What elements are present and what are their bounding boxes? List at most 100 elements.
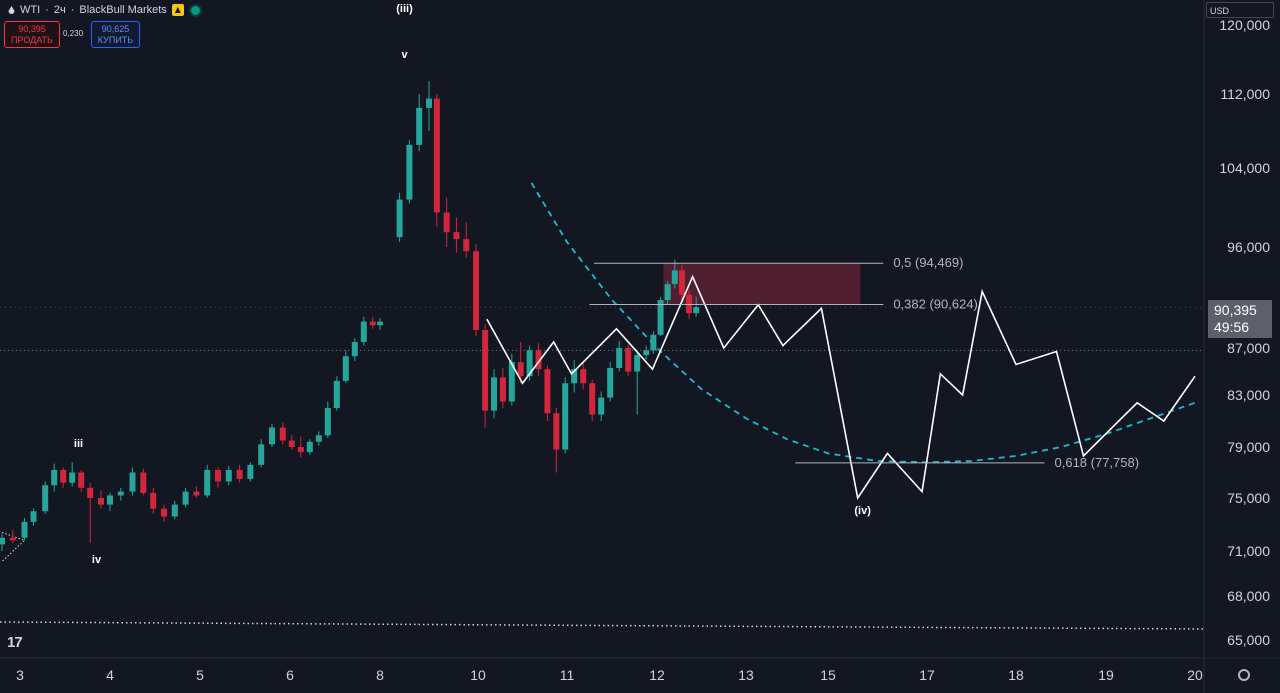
candle[interactable]: [342, 350, 349, 384]
candle[interactable]: [236, 464, 243, 483]
candle[interactable]: [182, 487, 189, 508]
currency-select[interactable]: USD: [1206, 2, 1274, 18]
candle-body: [426, 98, 432, 108]
candle[interactable]: [616, 340, 623, 372]
candle[interactable]: [258, 439, 265, 468]
candle[interactable]: [416, 94, 423, 152]
candle[interactable]: [553, 408, 560, 473]
candle[interactable]: [463, 222, 470, 258]
candle[interactable]: [657, 296, 664, 336]
candle-body: [215, 469, 221, 482]
candle[interactable]: [215, 467, 221, 488]
candle[interactable]: [433, 94, 440, 228]
fib-zone-rect[interactable]: [663, 263, 861, 305]
candle-body: [98, 498, 104, 505]
candle[interactable]: [544, 365, 551, 421]
candle[interactable]: [9, 529, 16, 544]
candle[interactable]: [107, 492, 113, 512]
candle[interactable]: [453, 217, 460, 253]
candle[interactable]: [306, 439, 313, 455]
candle[interactable]: [482, 324, 489, 428]
candle-body: [140, 472, 147, 493]
candle[interactable]: [279, 422, 286, 445]
buy-button[interactable]: 90,625 КУПИТЬ: [91, 21, 140, 48]
candle[interactable]: [650, 331, 657, 354]
candle-body: [342, 356, 349, 381]
candle[interactable]: [351, 338, 358, 361]
candle[interactable]: [634, 350, 641, 415]
candle[interactable]: [333, 376, 340, 411]
symbol-header[interactable]: WTI · 2ч · BlackBull Markets: [8, 2, 202, 18]
candle[interactable]: [406, 140, 413, 204]
candle[interactable]: [315, 431, 322, 446]
candle[interactable]: [517, 342, 524, 384]
candle[interactable]: [150, 487, 157, 514]
candle[interactable]: [324, 401, 331, 438]
candle[interactable]: [580, 363, 587, 390]
candle[interactable]: [21, 517, 28, 541]
candle-body: [225, 469, 232, 482]
sell-button[interactable]: 90,395 ПРОДАТЬ: [4, 21, 60, 48]
candle[interactable]: [643, 345, 650, 360]
candle[interactable]: [247, 462, 254, 482]
candle[interactable]: [360, 316, 367, 346]
candle[interactable]: [693, 296, 700, 317]
interval[interactable]: 2ч: [53, 4, 66, 16]
candle[interactable]: [297, 436, 304, 458]
candle[interactable]: [78, 469, 85, 492]
projection-polyline[interactable]: [486, 274, 1196, 501]
fib-zone[interactable]: [663, 263, 861, 305]
candle[interactable]: [171, 500, 178, 520]
candle[interactable]: [571, 359, 578, 393]
candle[interactable]: [269, 423, 275, 447]
candle[interactable]: [288, 435, 295, 450]
candle[interactable]: [491, 369, 498, 419]
candle[interactable]: [129, 467, 136, 496]
candles[interactable]: [0, 81, 700, 551]
gear-icon[interactable]: [1238, 669, 1250, 681]
candle[interactable]: [664, 280, 671, 305]
candle[interactable]: [369, 316, 376, 329]
candle[interactable]: [60, 467, 67, 488]
candle[interactable]: [562, 377, 569, 454]
candle[interactable]: [443, 197, 450, 247]
candle[interactable]: [117, 487, 124, 501]
candle[interactable]: [473, 244, 480, 336]
candle[interactable]: [69, 462, 76, 487]
candle[interactable]: [98, 490, 104, 509]
time-axis[interactable]: 3 4 5 6 8 10 11 12 13 15 17 18 19 20: [16, 667, 1203, 683]
candle[interactable]: [204, 464, 211, 498]
candle[interactable]: [140, 468, 147, 496]
candle[interactable]: [598, 391, 605, 421]
candle[interactable]: [42, 481, 49, 514]
candle[interactable]: [426, 81, 432, 131]
symbol-name: WTI: [20, 4, 41, 16]
candle[interactable]: [225, 466, 232, 486]
candle[interactable]: [678, 265, 685, 300]
tradingview-logo-icon[interactable]: 17: [7, 634, 23, 651]
wave-label-1: v: [401, 49, 408, 61]
candle[interactable]: [30, 508, 37, 526]
candle[interactable]: [0, 533, 5, 551]
candle[interactable]: [499, 367, 506, 408]
candle[interactable]: [193, 486, 200, 498]
candle[interactable]: [87, 482, 94, 544]
projection-path[interactable]: [486, 274, 1196, 501]
candle[interactable]: [625, 344, 632, 377]
candle[interactable]: [535, 343, 542, 377]
date-tick-label: 11: [560, 667, 575, 683]
candle[interactable]: [396, 192, 403, 243]
candle-body: [78, 472, 85, 488]
favorite-star-icon[interactable]: [171, 4, 184, 16]
candle[interactable]: [589, 379, 596, 421]
market-status-icon: [188, 3, 202, 17]
candle-body: [433, 98, 440, 213]
fib-levels[interactable]: 0,5 (94,469) 0,382 (90,624) 0,618 (77,758): [589, 255, 1140, 470]
candle[interactable]: [161, 504, 167, 522]
candle[interactable]: [607, 362, 614, 402]
buy-price: 90,625: [101, 23, 130, 34]
candle[interactable]: [671, 259, 678, 289]
candle[interactable]: [377, 318, 383, 330]
candle[interactable]: [51, 463, 58, 492]
